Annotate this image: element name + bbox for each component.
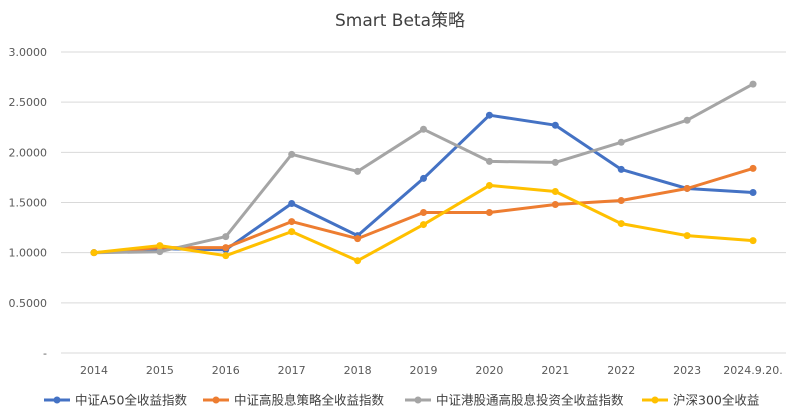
- x-tick-label: 2016: [212, 364, 240, 377]
- x-tick-label: 2024.9.20.: [723, 364, 782, 377]
- y-tick-label: 1.0000: [9, 247, 48, 260]
- data-point: [749, 188, 757, 196]
- data-point: [617, 220, 625, 228]
- y-tick-label: 2.0000: [9, 146, 48, 159]
- legend-item: 沪深300全收益: [642, 393, 759, 408]
- x-tick-label: 2022: [607, 364, 635, 377]
- data-point: [749, 80, 757, 88]
- x-tick-label: 2020: [475, 364, 503, 377]
- legend-label: 中证A50全收益指数: [75, 393, 187, 408]
- series-lines: [90, 80, 757, 265]
- data-point: [617, 196, 625, 204]
- legend: 中证A50全收益指数 中证高股息策略全收益指数 中证港股通高股息投资全收益指数 沪深3…: [44, 393, 759, 408]
- x-axis-tick-labels: 2014 2015 2016 2017 2018 2019 2020 2021 2022 2023…: [80, 364, 783, 377]
- data-point: [420, 125, 427, 133]
- data-point: [485, 181, 493, 189]
- data-point: [683, 184, 691, 192]
- data-point: [749, 164, 757, 172]
- data-point: [222, 252, 230, 260]
- legend-label: 中证港股通高股息投资全收益指数: [436, 393, 624, 408]
- data-point: [156, 248, 164, 256]
- data-point: [551, 187, 559, 195]
- x-tick-label: 2014: [80, 364, 108, 377]
- data-point: [749, 237, 757, 245]
- series-4: [90, 181, 757, 265]
- data-point: [420, 209, 427, 217]
- y-tick-label: 3.0000: [9, 46, 48, 59]
- data-point: [156, 242, 164, 250]
- data-point: [288, 150, 296, 158]
- data-point: [683, 116, 691, 124]
- legend-marker: [651, 396, 659, 404]
- legend-label: 中证高股息策略全收益指数: [234, 393, 385, 408]
- legend-item: 中证港股通高股息投资全收益指数: [405, 393, 624, 408]
- data-point: [354, 257, 362, 265]
- data-point: [551, 121, 559, 129]
- data-point: [288, 228, 296, 236]
- y-tick-label: 0.5000: [9, 297, 48, 310]
- legend-marker: [53, 396, 61, 404]
- data-point: [485, 157, 493, 165]
- legend-label: 沪深300全收益: [673, 393, 759, 408]
- data-point: [420, 221, 427, 229]
- y-tick-label: 2.5000: [9, 96, 48, 109]
- y-tick-label: 1.5000: [9, 197, 48, 210]
- data-point: [551, 201, 559, 209]
- legend-item: 中证高股息策略全收益指数: [203, 393, 385, 408]
- data-point: [683, 232, 691, 240]
- legend-marker: [212, 396, 220, 404]
- legend-item: 中证A50全收益指数: [44, 393, 187, 408]
- data-point: [288, 200, 296, 208]
- data-point: [354, 167, 362, 175]
- gridlines: [61, 51, 786, 354]
- series-3: [90, 80, 757, 257]
- y-tick-label: -: [43, 347, 47, 360]
- data-point: [617, 138, 625, 146]
- chart-title: Smart Beta策略: [335, 11, 465, 31]
- data-point: [288, 218, 296, 226]
- data-point: [551, 158, 559, 166]
- data-point: [617, 165, 625, 173]
- x-tick-label: 2017: [278, 364, 306, 377]
- x-tick-label: 2021: [541, 364, 569, 377]
- data-point: [90, 249, 98, 257]
- x-tick-label: 2018: [344, 364, 372, 377]
- legend-marker: [414, 396, 422, 404]
- data-point: [485, 209, 493, 217]
- x-tick-label: 2015: [146, 364, 174, 377]
- data-point: [354, 235, 362, 243]
- series-line: [92, 113, 755, 255]
- x-tick-label: 2023: [673, 364, 701, 377]
- data-point: [222, 233, 230, 241]
- series-1: [90, 111, 757, 257]
- x-tick-label: 2019: [410, 364, 438, 377]
- data-point: [420, 174, 427, 182]
- data-point: [222, 244, 230, 252]
- y-axis-tick-labels: - 0.5000 1.0000 1.5000 2.0000 2.5000 3.0000: [9, 46, 48, 360]
- data-point: [485, 111, 493, 119]
